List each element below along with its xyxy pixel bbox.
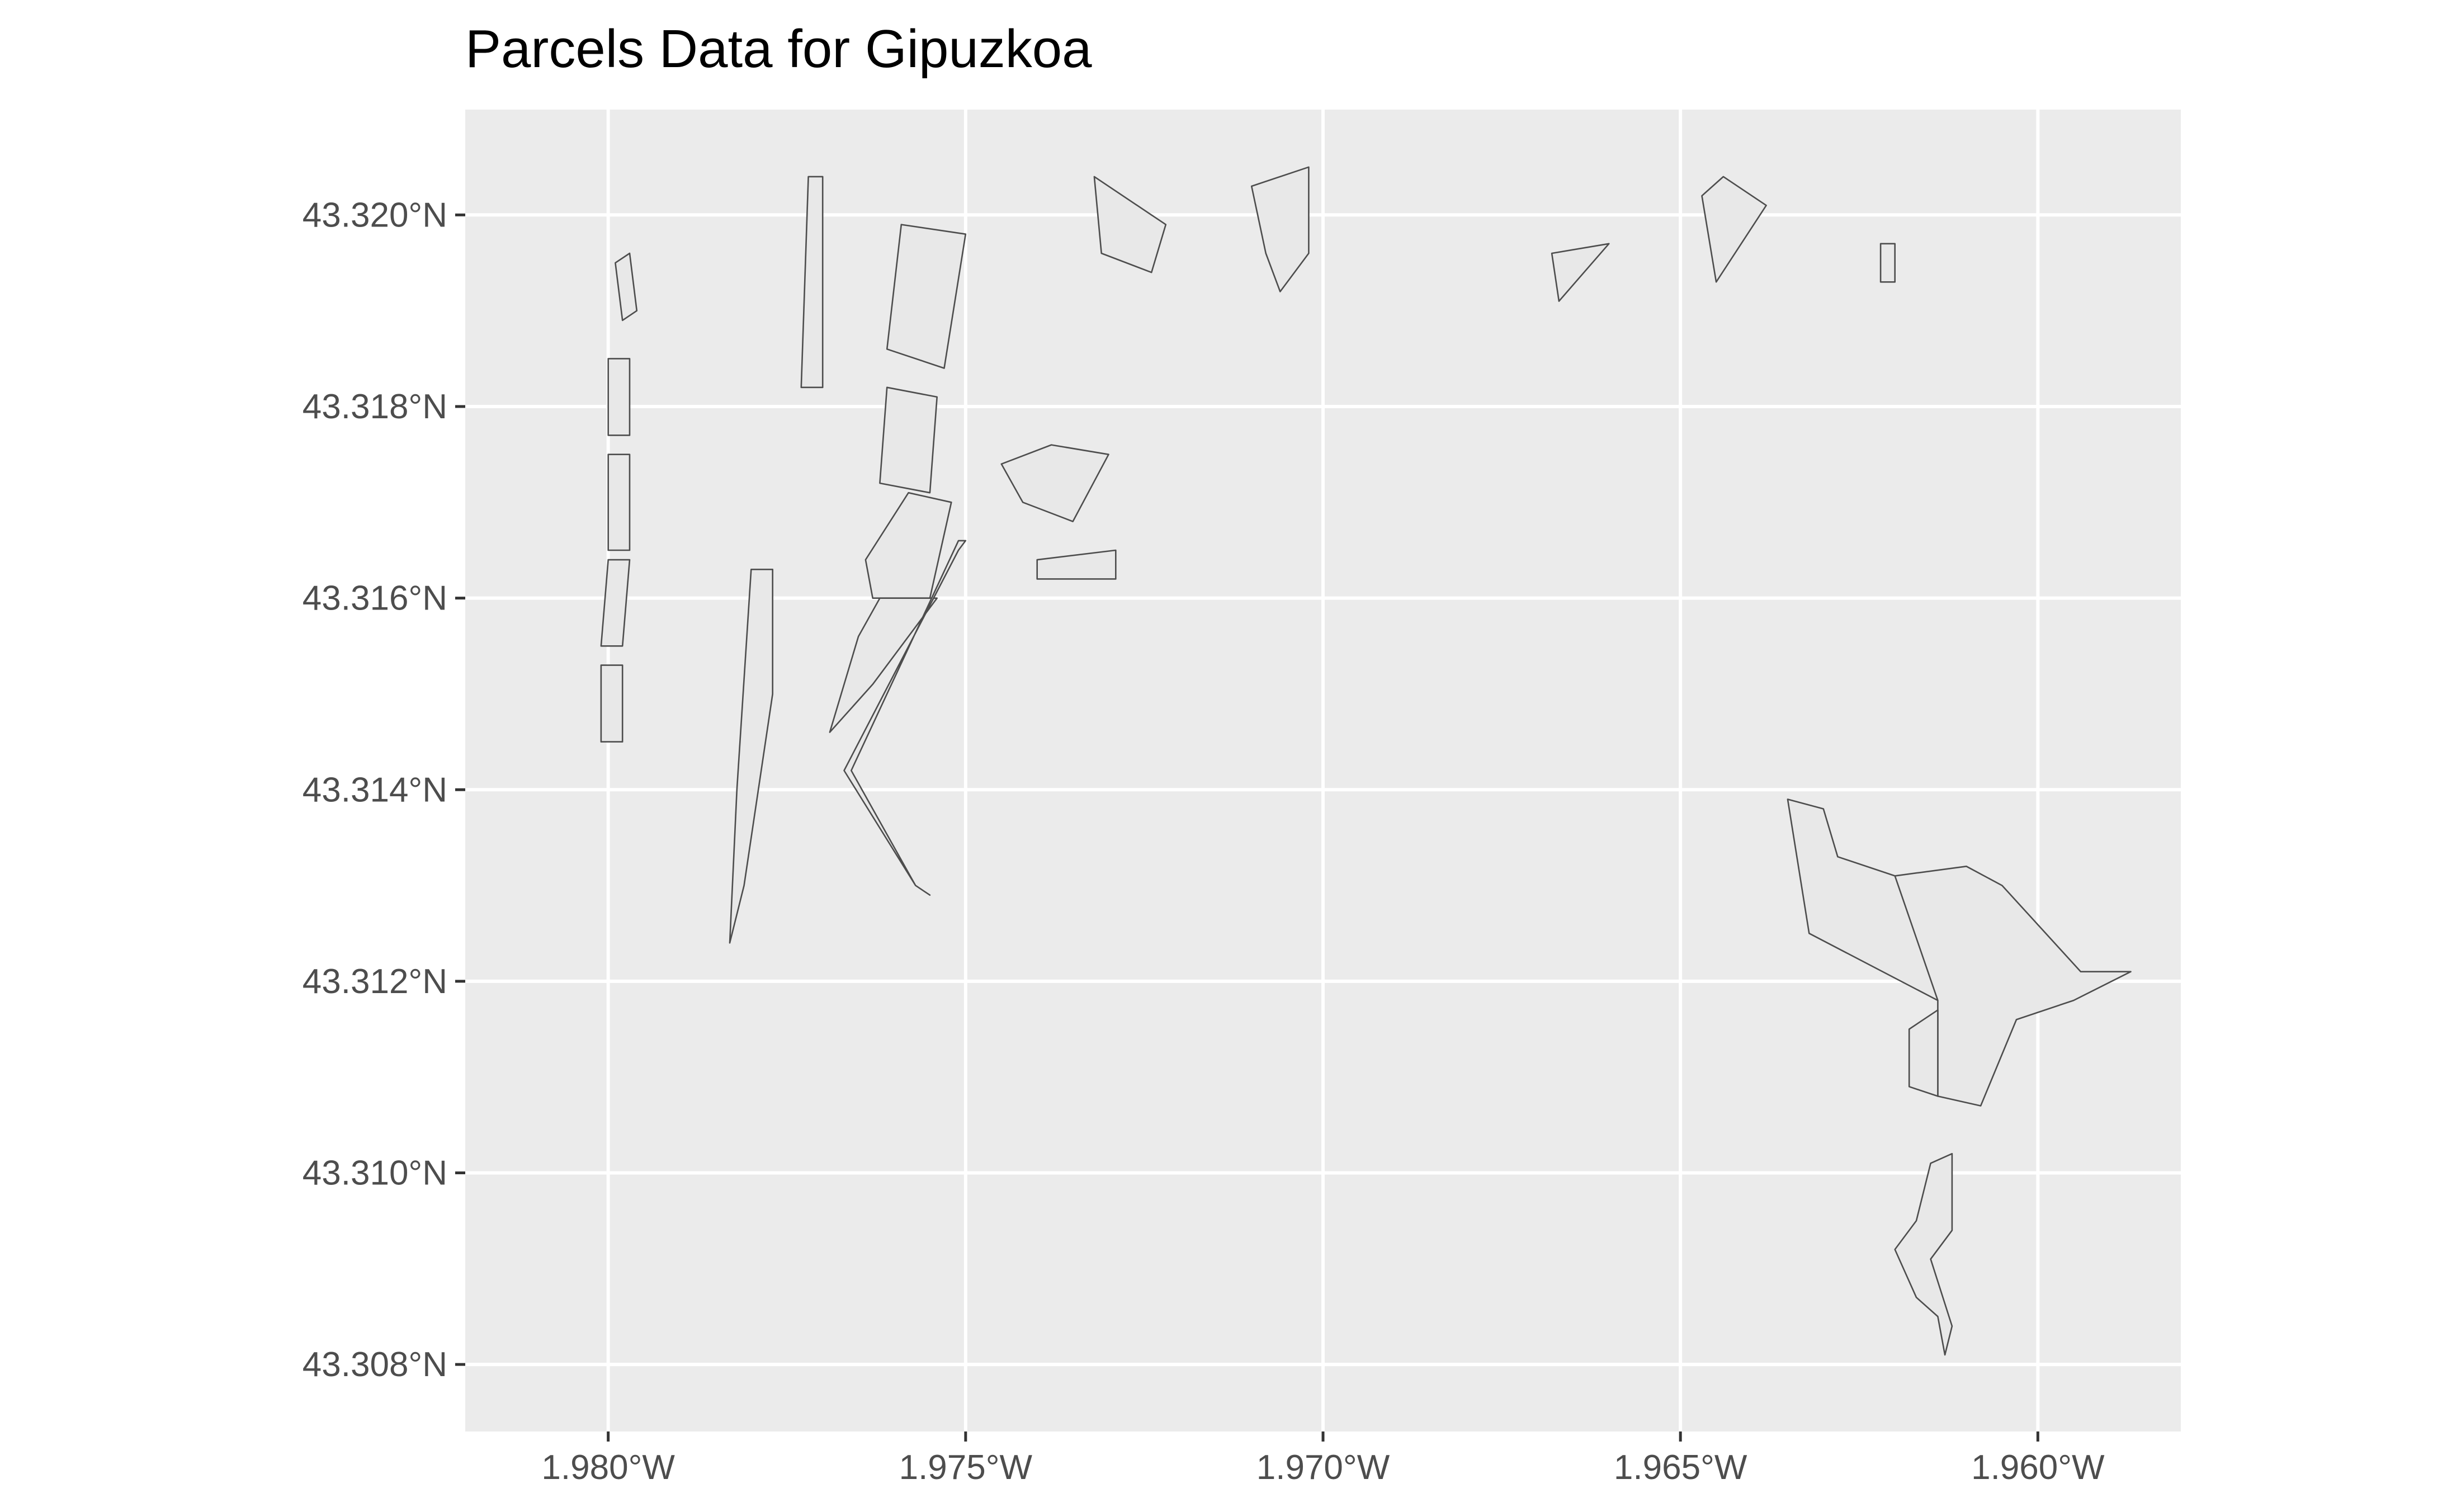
parcel-triangle-block <box>829 597 938 733</box>
parcel-pier-line <box>843 540 967 896</box>
x-tick-label: 1.960°W <box>1971 1448 2105 1487</box>
parcel-se-small-south <box>1908 1009 1939 1097</box>
x-axis: 1.980°W 1.975°W 1.970°W 1.965°W 1.960°W <box>541 1431 2105 1487</box>
y-tick-label: 43.320°N <box>303 196 447 234</box>
parcel-center-block-a <box>879 386 938 494</box>
y-tick-label: 43.310°N <box>303 1154 447 1192</box>
y-tick-label: 43.316°N <box>303 579 447 618</box>
x-tick-label: 1.980°W <box>541 1448 675 1487</box>
parcel-center-square <box>886 224 967 369</box>
parcel-east-terrace <box>1036 549 1117 580</box>
parcel-north-coast-3 <box>1551 243 1610 302</box>
parcel-north-coast-5 <box>1879 243 1896 283</box>
parcel-quay-strip <box>729 568 773 944</box>
x-tick-label: 1.970°W <box>1256 1448 1390 1487</box>
parcel-west-row-1 <box>615 252 638 322</box>
parcel-south-strip <box>1894 1152 1953 1356</box>
y-tick-label: 43.314°N <box>303 771 447 809</box>
y-tick-label: 43.318°N <box>303 388 447 426</box>
parcel-west-row-2 <box>607 358 631 436</box>
parcel-west-row-5 <box>600 664 623 743</box>
parcel-west-row-4 <box>600 559 631 647</box>
y-tick-label: 43.308°N <box>303 1345 447 1384</box>
parcels-layer <box>600 166 2132 1356</box>
parcel-west-row-3 <box>607 453 631 551</box>
y-axis: 43.320°N 43.318°N 43.316°N 43.314°N 43.312°N… <box>303 196 465 1384</box>
parcel-north-coast-1 <box>1093 176 1167 273</box>
x-tick-label: 1.965°W <box>1614 1448 1747 1487</box>
map-title: Parcels Data for Gipuzkoa <box>465 19 1092 79</box>
x-tick-label: 1.975°W <box>899 1448 1033 1487</box>
parcel-east-curve-block <box>1000 444 1109 522</box>
parcel-north-coast-4 <box>1701 176 1767 283</box>
parcel-long-block <box>800 176 824 389</box>
parcel-north-coast-2 <box>1250 166 1310 292</box>
y-tick-label: 43.312°N <box>303 962 447 1001</box>
